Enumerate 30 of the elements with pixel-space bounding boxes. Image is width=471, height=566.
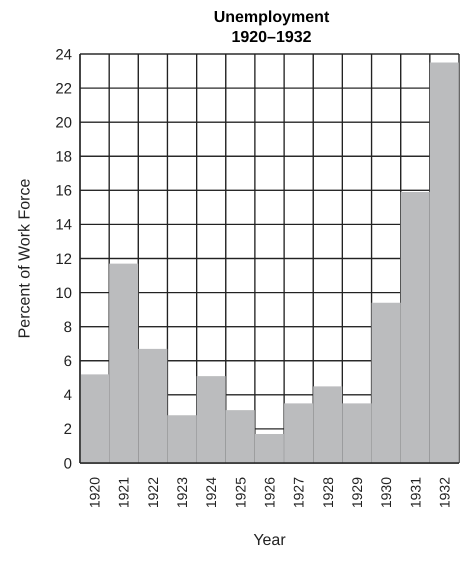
y-tick-label: 0: [64, 455, 72, 472]
y-tick-label: 12: [55, 250, 72, 268]
x-tick-label: 1932: [436, 476, 452, 508]
x-tick-label: 1926: [262, 476, 278, 508]
x-tick-label: 1928: [320, 476, 336, 508]
y-tick-label: 6: [64, 353, 72, 370]
x-tick-label: 1929: [348, 476, 365, 508]
x-tick-label: 1927: [290, 476, 307, 508]
x-axis-title: Year: [253, 532, 286, 549]
y-axis-title: Percent of Work Force: [16, 178, 34, 338]
x-tick-label: 1922: [144, 476, 161, 508]
y-tick-label: 4: [64, 387, 72, 404]
chart-subtitle: 1920–1932: [230, 28, 313, 48]
x-tick-label: 1920: [86, 476, 103, 508]
x-tick-label: 1923: [174, 476, 190, 508]
y-tick-label: 16: [55, 182, 72, 200]
y-tick-label: 10: [55, 284, 72, 302]
y-tick-label: 24: [55, 46, 72, 64]
x-tick-label: 1925: [232, 476, 248, 508]
y-tick-label: 20: [55, 114, 72, 132]
y-tick-label: 22: [55, 80, 72, 98]
x-tick-label: 1930: [378, 476, 394, 508]
x-tick-label: 1924: [203, 476, 220, 508]
y-tick-label: 18: [55, 148, 72, 166]
y-tick-label: 14: [55, 216, 72, 234]
chart-title: Unemployment: [212, 8, 330, 28]
y-tick-label: 2: [64, 421, 72, 438]
x-tick-label: 1931: [407, 476, 424, 508]
y-tick-label: 8: [64, 318, 72, 336]
x-tick-label: 1921: [116, 476, 132, 508]
